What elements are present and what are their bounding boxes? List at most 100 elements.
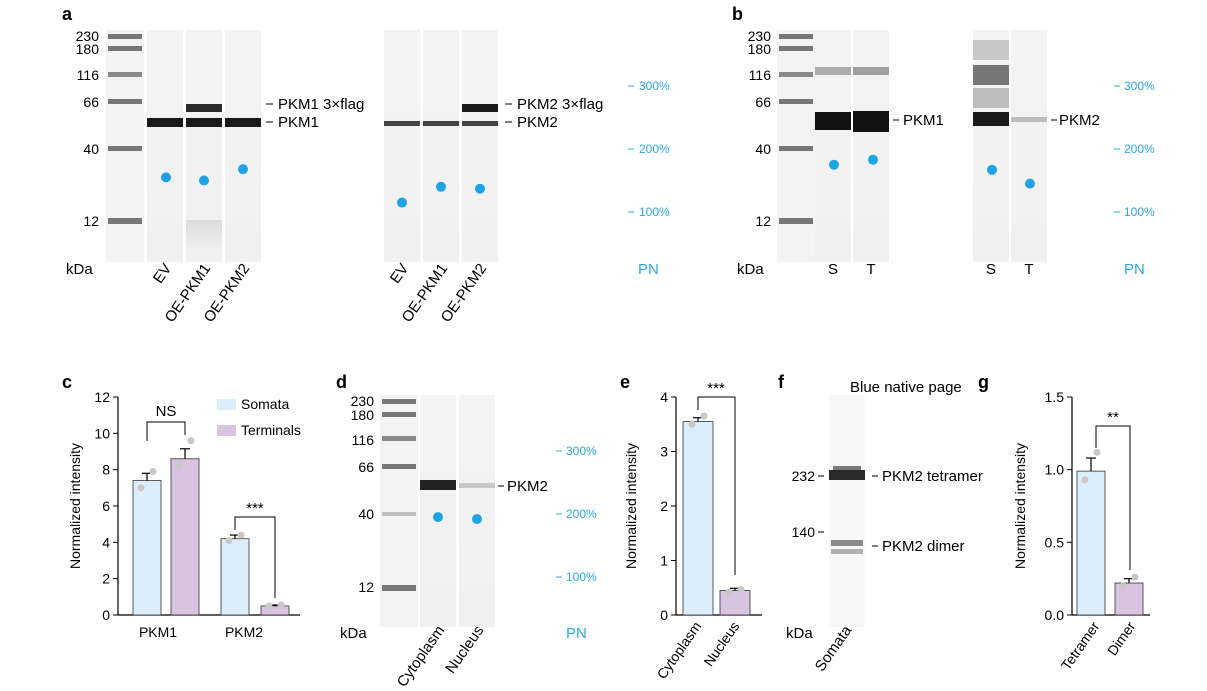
ladder-bands — [108, 34, 142, 224]
y-tick-label: 0 — [660, 607, 668, 623]
band-upper — [973, 65, 1009, 85]
pn-dot — [829, 159, 839, 170]
lane-oe-pkm2 — [462, 30, 498, 262]
sig-bracket — [234, 516, 276, 598]
pn-dot — [987, 164, 997, 175]
pn-scale: 300% 200% 100% PN — [1114, 79, 1155, 278]
band-pkm2 — [423, 121, 459, 126]
x-category-cytoplasm: Cytoplasm — [653, 619, 704, 682]
lane-oe-pkm1 — [423, 30, 459, 262]
marker-12: 12 — [755, 213, 771, 229]
sig-stars: *** — [246, 500, 264, 517]
lane-nucleus — [459, 395, 495, 627]
marker-116: 116 — [352, 432, 375, 448]
pn-dot — [161, 172, 171, 183]
data-point — [225, 537, 233, 545]
pn-dot — [868, 154, 878, 165]
data-point — [1093, 448, 1101, 456]
y-tick-label: 12 — [94, 389, 110, 405]
bars — [132, 437, 290, 616]
pn-tick-200: 200% — [639, 142, 670, 156]
y-ticks: 0 2 4 6 8 10 12 — [94, 389, 118, 623]
pn-tick-300: 300% — [566, 444, 597, 458]
band-pkm2-flag — [462, 104, 498, 112]
band-pkm2 — [462, 121, 498, 126]
band-label-tetramer: PKM2 tetramer — [882, 468, 983, 485]
band-pkm1 — [815, 112, 851, 130]
lane-oe-pkm2 — [225, 30, 261, 262]
pn-label: PN — [566, 625, 587, 642]
y-tick-label: 1.5 — [1045, 389, 1065, 405]
chart-g: 0.0 0.5 1.0 1.5 Normalized intensity ** Tet… — [1012, 389, 1150, 673]
lane-label-somata: Somata — [812, 622, 856, 675]
pn-tick-300: 300% — [639, 79, 670, 93]
sig-stars: ** — [1107, 409, 1119, 426]
marker-labels: 230 180 116 66 40 12 — [351, 393, 375, 595]
smear — [973, 40, 1009, 60]
marker-40: 40 — [83, 141, 99, 157]
y-tick-label: 2 — [102, 571, 110, 587]
band-dimer — [831, 540, 863, 546]
lane-t — [853, 30, 889, 262]
marker-40: 40 — [358, 506, 374, 522]
y-tick-label: 0.5 — [1045, 534, 1065, 550]
data-point — [1119, 582, 1127, 590]
marker-12: 12 — [83, 213, 99, 229]
data-point — [265, 602, 273, 610]
pn-tick-100: 100% — [1124, 205, 1155, 219]
marker-66: 66 — [755, 94, 771, 110]
band-pkm1 — [147, 118, 183, 127]
panel-letter-f: f — [778, 372, 785, 392]
lane-ev — [384, 30, 420, 262]
kda-label: kDa — [66, 261, 93, 278]
x-category-pkm1: PKM1 — [139, 624, 177, 640]
marker-180: 180 — [351, 407, 375, 423]
lane-somata — [829, 395, 865, 627]
y-axis-label: Normalized intensity — [1012, 443, 1028, 569]
band-label-pkm2: PKM2 — [517, 114, 558, 131]
pn-dot — [199, 175, 209, 186]
panel-letter-c: c — [62, 372, 72, 392]
marker-232: 232 — [792, 468, 816, 484]
data-point — [700, 412, 708, 420]
data-point — [1081, 476, 1089, 484]
band-pkm2 — [973, 112, 1009, 126]
panel-letter-e: e — [620, 372, 630, 392]
x-category-nucleus: Nucleus — [700, 619, 742, 670]
bar — [719, 590, 751, 616]
band-label-pkm2-flag: PKM2 3×flag — [517, 96, 603, 113]
lane-cytoplasm — [420, 395, 456, 627]
gel-title: Blue native page — [850, 379, 962, 396]
pn-dots-b — [829, 154, 1035, 189]
band-label-pkm2: PKM2 — [1059, 112, 1100, 129]
marker-230: 230 — [748, 28, 772, 44]
y-axis-label: Normalized intensity — [67, 443, 83, 569]
lane-label-s: S — [828, 261, 838, 278]
pn-dot — [433, 512, 443, 523]
sig-bracket — [146, 421, 186, 441]
pn-scale: 300% 200% 100% PN — [628, 79, 670, 278]
y-tick-label: 4 — [102, 534, 110, 550]
data-point — [688, 420, 696, 428]
marker-140: 140 — [792, 524, 816, 540]
smear — [186, 220, 222, 250]
ladder-bands — [779, 34, 813, 224]
data-point — [277, 601, 285, 609]
data-point — [725, 588, 733, 596]
data-point — [1131, 573, 1139, 581]
y-axis-label: Normalized intensity — [623, 443, 639, 569]
smear — [973, 88, 1009, 108]
legend-somata: Somata — [241, 396, 289, 412]
band-label-dimer: PKM2 dimer — [882, 538, 965, 555]
y-tick-label: 4 — [660, 389, 668, 405]
x-category-dimer: Dimer — [1104, 618, 1139, 658]
y-tick-label: 1 — [660, 553, 668, 569]
ladder-lane — [380, 395, 418, 627]
band-dimer-lower — [831, 549, 863, 554]
sig-stars: *** — [707, 380, 725, 397]
band-label-pkm1: PKM1 — [903, 112, 944, 129]
bar — [1076, 470, 1106, 616]
legend-terminals: Terminals — [241, 422, 301, 438]
marker-230: 230 — [76, 28, 100, 44]
pn-tick-200: 200% — [566, 507, 597, 521]
